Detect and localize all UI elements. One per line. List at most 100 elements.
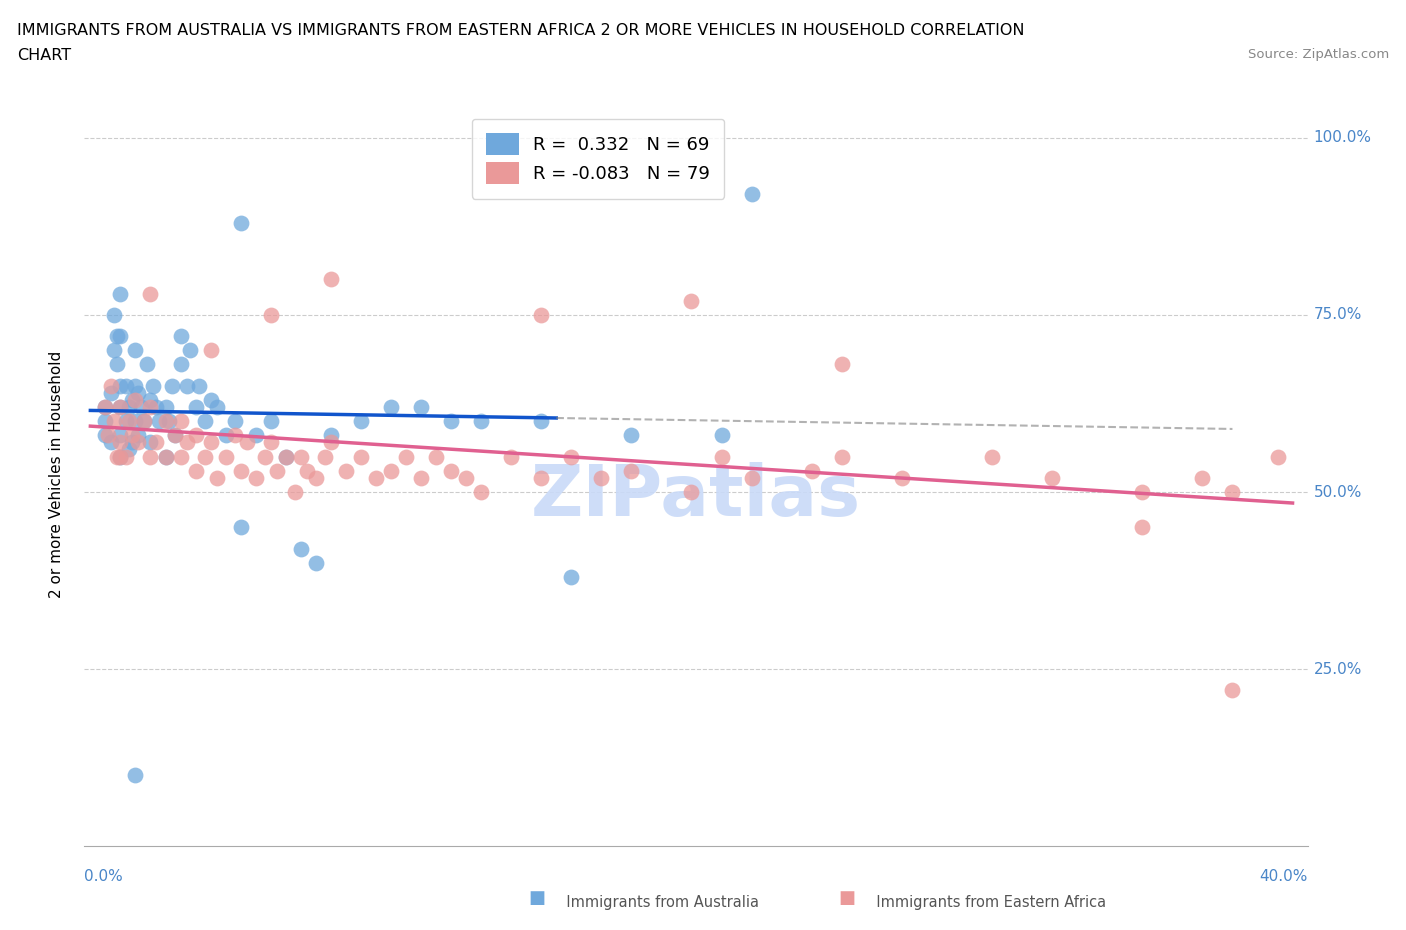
Point — [136, 357, 159, 372]
Point — [260, 435, 283, 450]
Point — [103, 308, 125, 323]
Text: 50.0%: 50.0% — [1313, 485, 1362, 499]
Point — [319, 428, 342, 443]
Point — [501, 449, 523, 464]
Point — [831, 357, 853, 372]
Point — [741, 187, 763, 202]
Point — [591, 471, 613, 485]
Point — [290, 541, 312, 556]
Point — [139, 392, 162, 407]
Point — [179, 343, 201, 358]
Point — [200, 392, 222, 407]
Point — [214, 449, 236, 464]
Point — [139, 286, 162, 301]
Point — [245, 471, 267, 485]
Point — [253, 449, 276, 464]
Point — [710, 449, 733, 464]
Point — [127, 435, 149, 450]
Point — [290, 449, 312, 464]
Point — [184, 463, 207, 478]
Point — [115, 449, 138, 464]
Point — [124, 768, 146, 783]
Point — [110, 428, 132, 443]
Point — [1191, 471, 1213, 485]
Text: 100.0%: 100.0% — [1313, 130, 1372, 145]
Point — [831, 449, 853, 464]
Text: 0.0%: 0.0% — [84, 869, 124, 883]
Point — [131, 400, 153, 415]
Point — [350, 449, 373, 464]
Point — [148, 414, 170, 429]
Point — [139, 449, 162, 464]
Point — [163, 428, 186, 443]
Point — [620, 463, 643, 478]
Point — [155, 449, 177, 464]
Point — [139, 435, 162, 450]
Point — [454, 471, 477, 485]
Text: ■: ■ — [529, 889, 546, 907]
Point — [1040, 471, 1063, 485]
Point — [470, 414, 492, 429]
Point — [194, 449, 217, 464]
Point — [155, 414, 177, 429]
Point — [127, 385, 149, 400]
Point — [229, 216, 252, 231]
Point — [229, 520, 252, 535]
Text: Immigrants from Eastern Africa: Immigrants from Eastern Africa — [844, 895, 1105, 910]
Point — [1222, 683, 1244, 698]
Point — [305, 471, 328, 485]
Point — [139, 400, 162, 415]
Point — [110, 435, 132, 450]
Point — [184, 428, 207, 443]
Point — [319, 272, 342, 286]
Point — [110, 328, 132, 343]
Text: ZIPatlas: ZIPatlas — [531, 462, 860, 531]
Point — [800, 463, 823, 478]
Point — [115, 414, 138, 429]
Point — [229, 463, 252, 478]
Point — [224, 414, 246, 429]
Point — [409, 400, 432, 415]
Point — [145, 400, 167, 415]
Point — [110, 286, 132, 301]
Point — [115, 379, 138, 393]
Point — [110, 400, 132, 415]
Point — [169, 357, 191, 372]
Point — [380, 463, 402, 478]
Point — [121, 435, 143, 450]
Point — [235, 435, 257, 450]
Point — [319, 435, 342, 450]
Point — [194, 414, 217, 429]
Point — [176, 379, 198, 393]
Text: Immigrants from Australia: Immigrants from Australia — [534, 895, 759, 910]
Point — [94, 400, 117, 415]
Point — [134, 414, 156, 429]
Legend: R =  0.332   N = 69, R = -0.083   N = 79: R = 0.332 N = 69, R = -0.083 N = 79 — [472, 119, 724, 199]
Point — [224, 428, 246, 443]
Point — [94, 400, 117, 415]
Point — [118, 400, 141, 415]
Point — [169, 449, 191, 464]
Point — [200, 435, 222, 450]
Point — [440, 463, 463, 478]
Point — [110, 379, 132, 393]
Text: ■: ■ — [838, 889, 855, 907]
Point — [107, 357, 129, 372]
Point — [142, 379, 165, 393]
Point — [200, 343, 222, 358]
Point — [176, 435, 198, 450]
Point — [124, 379, 146, 393]
Point — [107, 449, 129, 464]
Text: 40.0%: 40.0% — [1260, 869, 1308, 883]
Point — [160, 379, 183, 393]
Point — [305, 555, 328, 570]
Point — [681, 293, 703, 308]
Point — [163, 428, 186, 443]
Text: 75.0%: 75.0% — [1313, 308, 1362, 323]
Point — [981, 449, 1004, 464]
Point — [103, 343, 125, 358]
Point — [124, 414, 146, 429]
Point — [118, 442, 141, 457]
Point — [121, 428, 143, 443]
Point — [100, 435, 122, 450]
